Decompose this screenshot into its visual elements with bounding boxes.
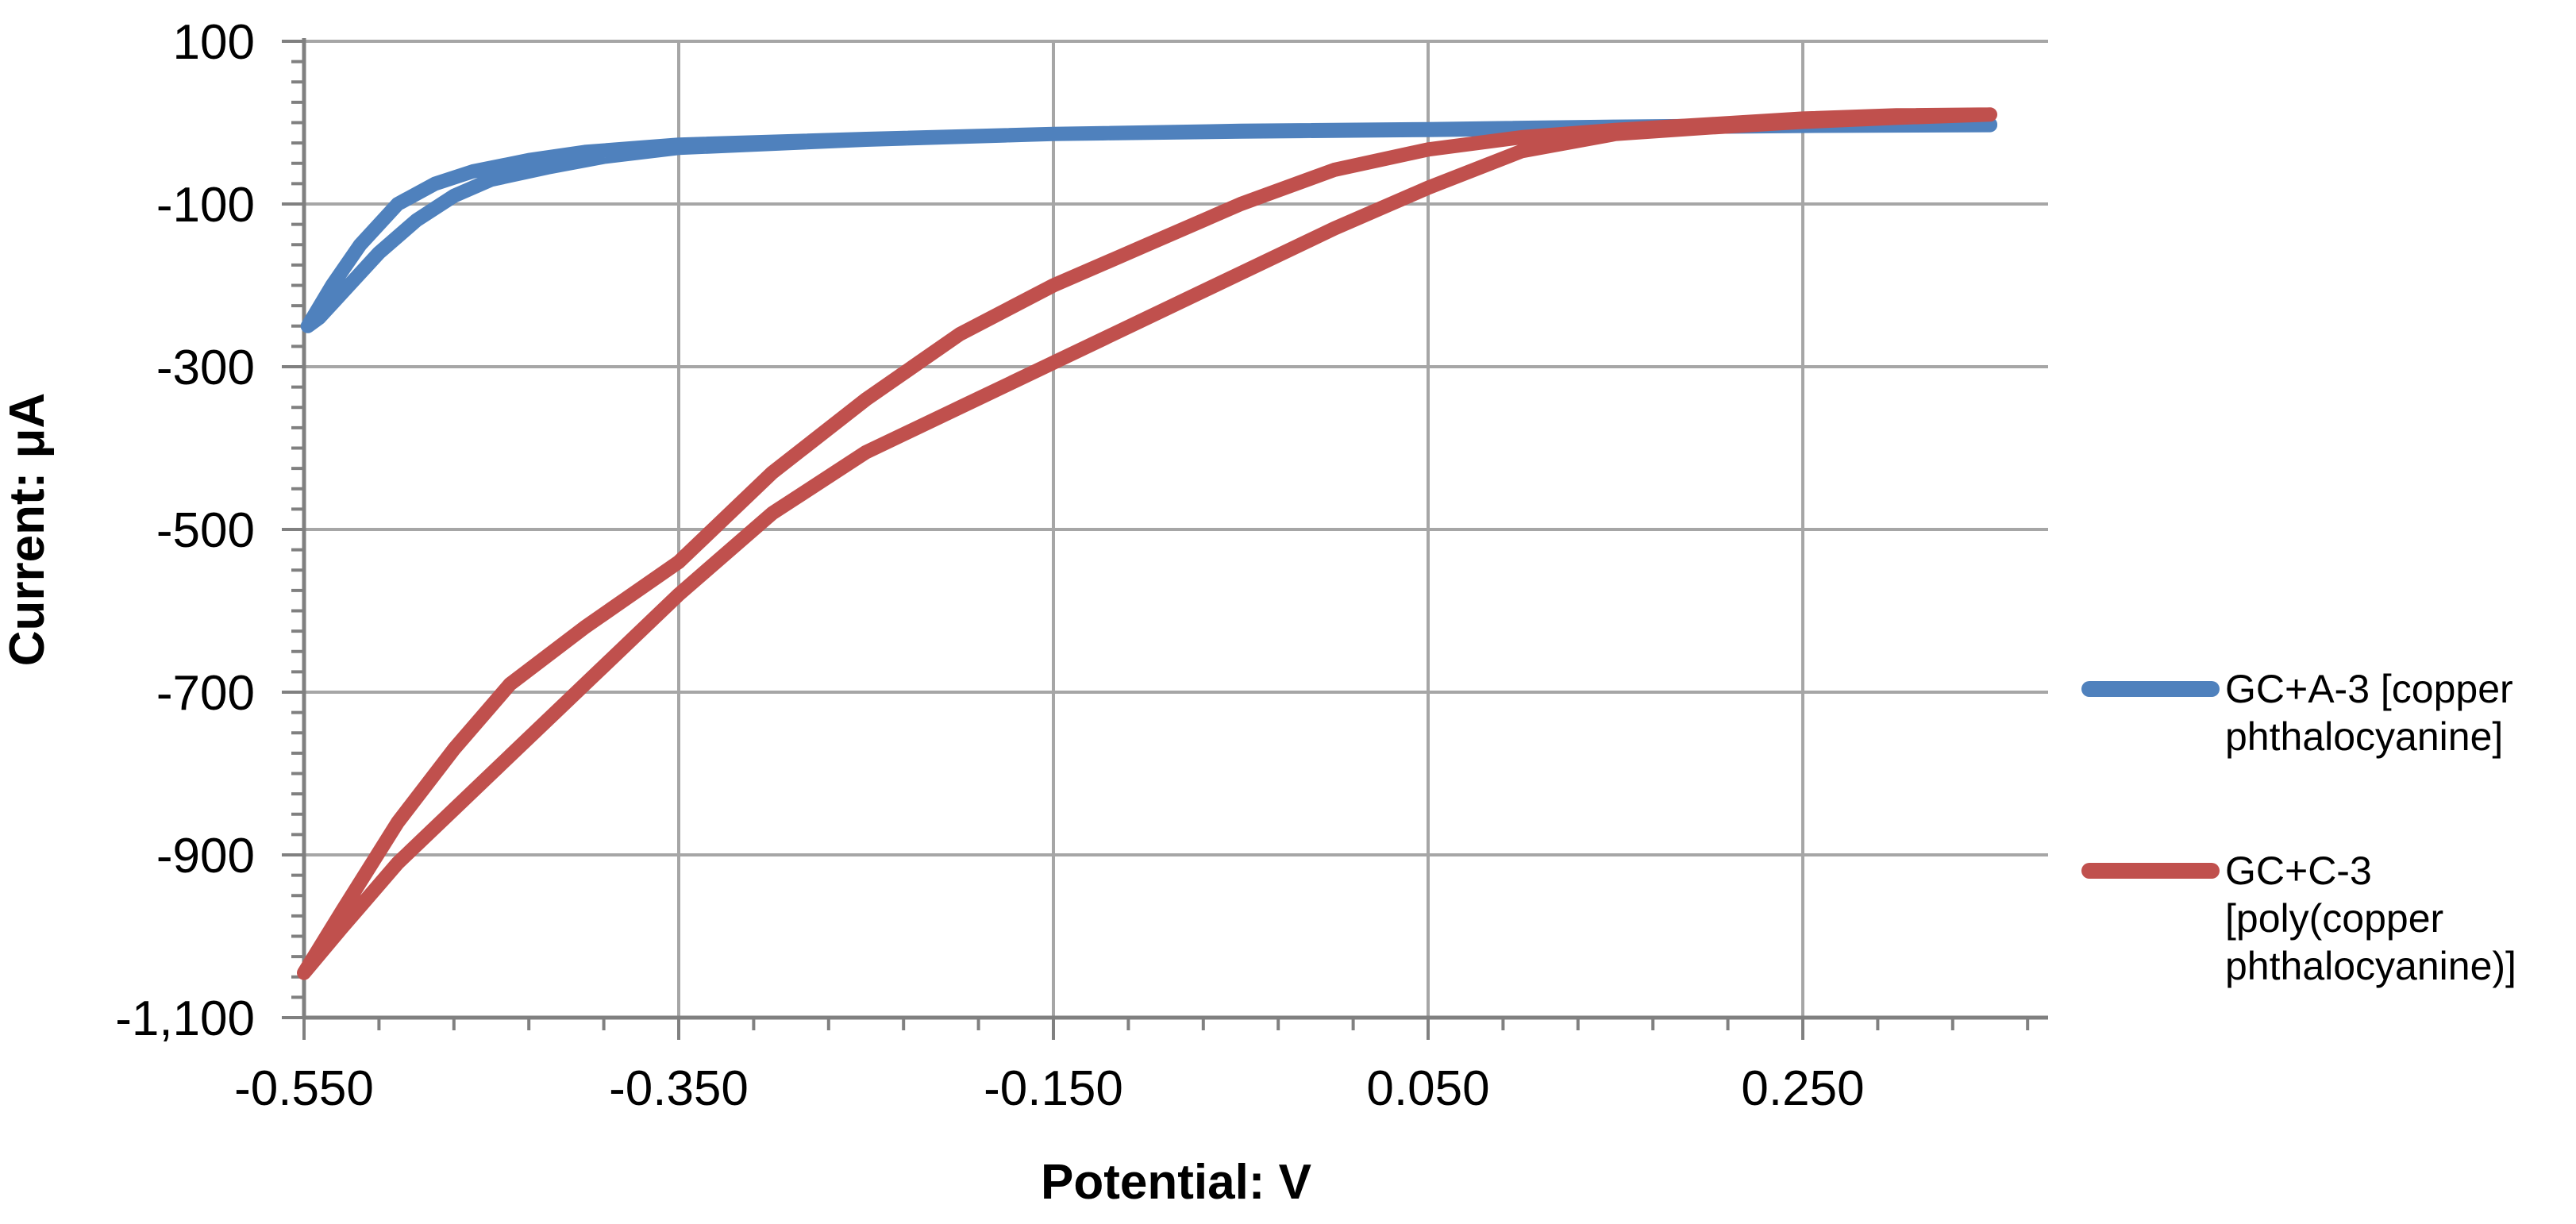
series-line-1 xyxy=(300,117,1997,333)
axes-layer xyxy=(282,38,2048,1040)
y-tick-label: 100 xyxy=(173,15,255,70)
x-tick-label: -0.150 xyxy=(984,1061,1123,1116)
x-tick-label: 0.250 xyxy=(1741,1061,1864,1116)
x-tick-label: -0.350 xyxy=(609,1061,749,1116)
y-tick-label: -700 xyxy=(156,666,255,721)
series-line-2 xyxy=(297,107,1997,980)
grid-layer xyxy=(304,40,2048,1018)
labels-layer: 100 -100 -300 -500 -700 -900 -1,100 -0.550 -0.35… xyxy=(0,15,1865,1210)
legend-label-1: phthalocyanine] xyxy=(2225,714,2503,759)
y-tick-label: -500 xyxy=(156,503,255,558)
legend-label-2: GC+C-3 xyxy=(2225,849,2372,893)
y-tick-label: -100 xyxy=(156,178,255,233)
series-layer xyxy=(297,107,1997,980)
y-axis-title: Current: μA xyxy=(0,393,55,666)
y-tick-label: -900 xyxy=(156,829,255,883)
x-axis-title: Potential: V xyxy=(1041,1155,1311,1210)
x-tick-label: 0.050 xyxy=(1366,1061,1489,1116)
legend-label-2: [poly(copper xyxy=(2225,896,2443,941)
legend-label-1: GC+A-3 [copper xyxy=(2225,667,2513,711)
y-tick-label: -1,100 xyxy=(115,991,255,1046)
y-tick-label: -300 xyxy=(156,341,255,395)
legend-label-2: phthalocyanine)] xyxy=(2225,944,2516,988)
x-tick-label: -0.550 xyxy=(234,1061,374,1116)
